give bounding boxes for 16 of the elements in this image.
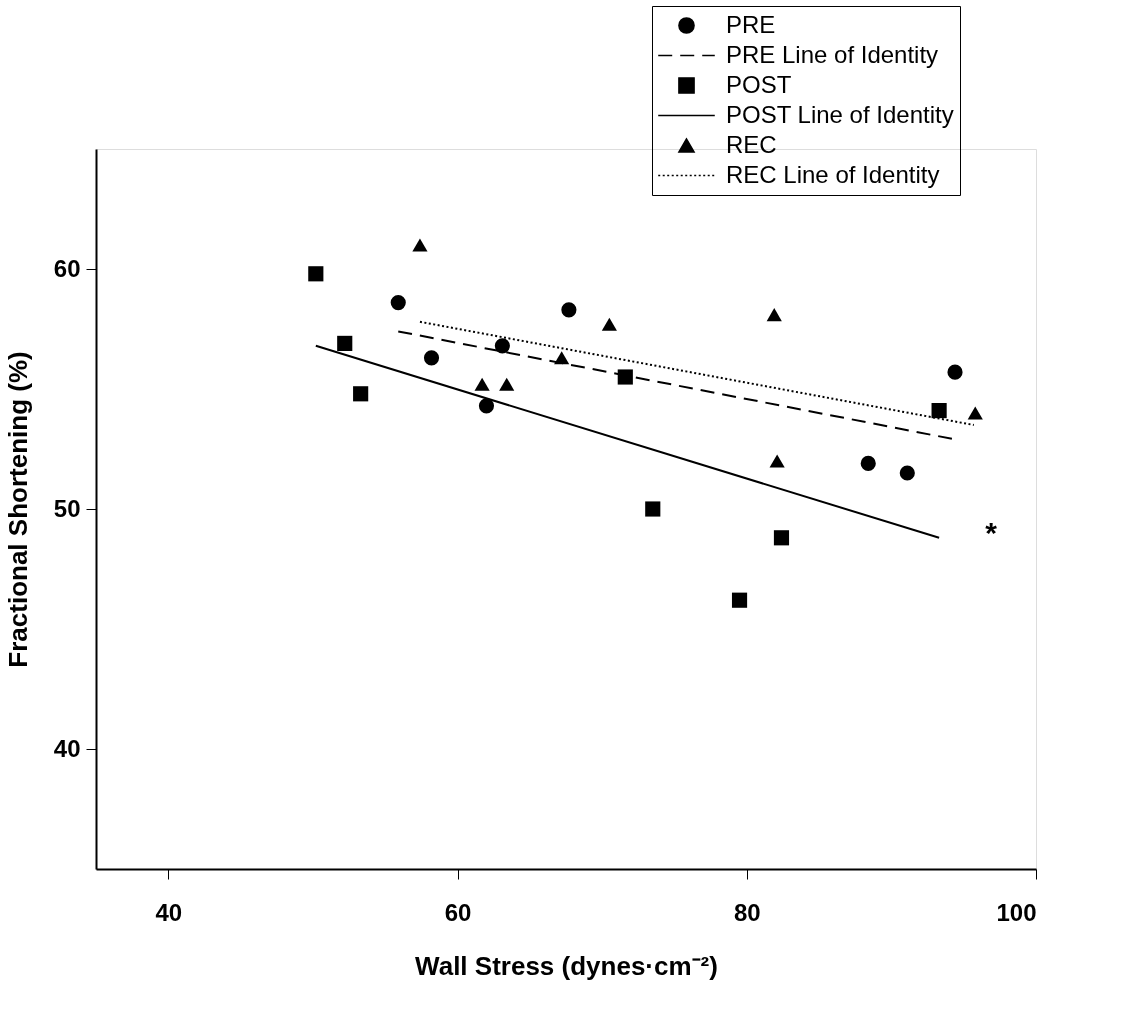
x-tick-label: 100 (996, 898, 1037, 926)
y-axis-title: Fractional Shortening (%) (2, 351, 33, 668)
legend-label: REC (726, 130, 777, 158)
y-tick-label: 40 (53, 734, 81, 762)
legend-label: PRE Line of Identity (726, 40, 939, 68)
legend-label: REC Line of Identity (726, 160, 940, 188)
y-tick-label: 60 (53, 254, 81, 282)
annotation: * (985, 516, 998, 550)
legend-label: POST Line of Identity (726, 100, 954, 128)
x-tick-label: 60 (444, 898, 472, 926)
legend-label: PRE (726, 10, 776, 38)
x-tick-label: 80 (733, 898, 761, 926)
x-axis-title: Wall Stress (dynes·cm⁻²) (415, 950, 718, 981)
y-tick-label: 50 (53, 494, 81, 522)
x-tick-label: 40 (155, 898, 183, 926)
legend-label: POST (726, 70, 792, 98)
